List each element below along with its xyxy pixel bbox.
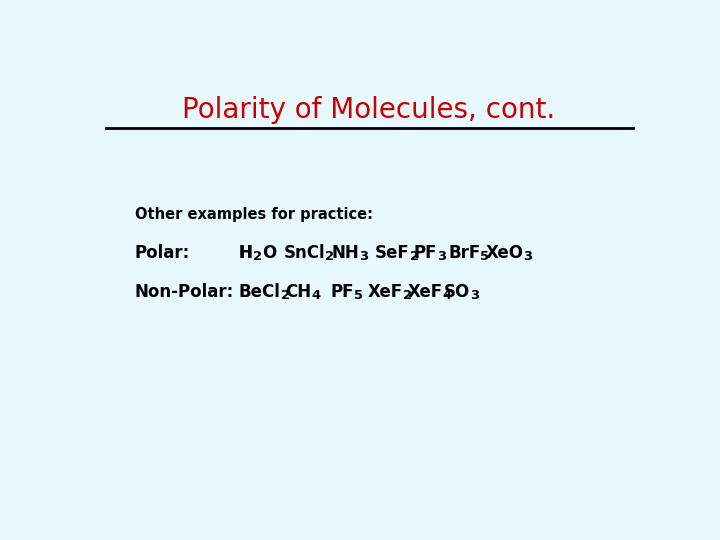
Text: 3: 3 (359, 251, 369, 264)
Text: 3: 3 (438, 251, 446, 264)
Text: O: O (261, 245, 276, 262)
Text: 3: 3 (523, 251, 532, 264)
Text: CH: CH (285, 283, 312, 301)
Text: 2: 2 (253, 251, 261, 264)
Text: BrF: BrF (448, 245, 480, 262)
Text: 4: 4 (443, 289, 452, 302)
Text: 3: 3 (469, 289, 479, 302)
Text: Polar:: Polar: (135, 245, 190, 262)
Text: 2: 2 (402, 289, 412, 302)
Text: Other examples for practice:: Other examples for practice: (135, 207, 373, 222)
Text: H: H (239, 245, 253, 262)
Text: SeF: SeF (375, 245, 410, 262)
Text: BeCl: BeCl (239, 283, 281, 301)
Text: H: H (239, 245, 253, 262)
Text: NH: NH (332, 245, 359, 262)
Text: SnCl: SnCl (284, 245, 325, 262)
Text: XeF: XeF (408, 283, 443, 301)
Text: XeF: XeF (367, 283, 402, 301)
Text: 2: 2 (281, 289, 289, 302)
Text: 2: 2 (325, 251, 334, 264)
Text: Non-Polar:: Non-Polar: (135, 283, 234, 301)
Text: PF: PF (414, 245, 438, 262)
Text: 4: 4 (312, 289, 320, 302)
Text: 2: 2 (410, 251, 419, 264)
Text: PF: PF (330, 283, 354, 301)
Text: 5: 5 (354, 289, 363, 302)
Text: Polarity of Molecules, cont.: Polarity of Molecules, cont. (182, 96, 556, 124)
Text: SO: SO (444, 283, 469, 301)
Text: 5: 5 (480, 251, 490, 264)
Text: XeO: XeO (485, 245, 523, 262)
